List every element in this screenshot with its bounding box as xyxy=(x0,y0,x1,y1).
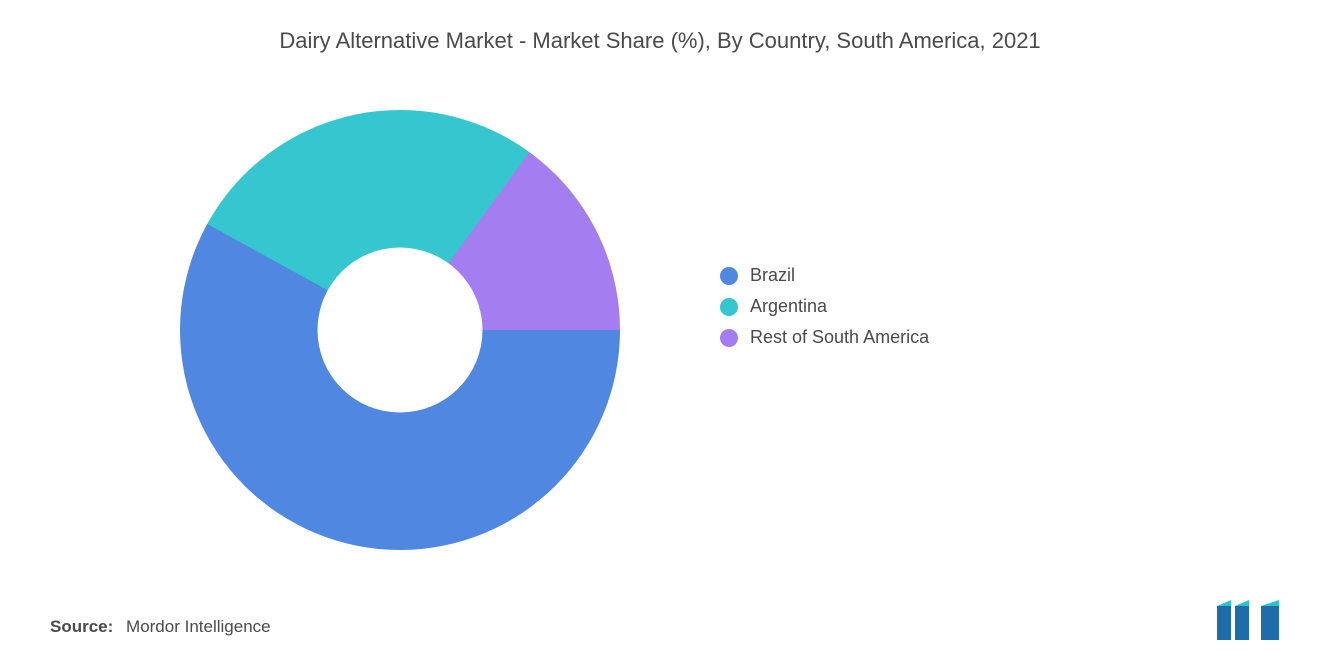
source-value: Mordor Intelligence xyxy=(126,617,271,636)
legend-label: Brazil xyxy=(750,265,795,286)
legend-label: Argentina xyxy=(750,296,827,317)
legend-item: Brazil xyxy=(720,265,929,286)
donut-chart xyxy=(180,110,620,550)
legend: Brazil Argentina Rest of South America xyxy=(720,265,929,358)
source-label: Source: xyxy=(50,617,113,636)
legend-item: Argentina xyxy=(720,296,929,317)
legend-label: Rest of South America xyxy=(750,327,929,348)
chart-title: Dairy Alternative Market - Market Share … xyxy=(0,28,1320,54)
legend-swatch xyxy=(720,298,738,316)
source-line: Source: Mordor Intelligence xyxy=(50,617,271,637)
legend-swatch xyxy=(720,329,738,347)
donut-hole xyxy=(318,248,483,413)
legend-swatch xyxy=(720,267,738,285)
brand-logo-icon xyxy=(1215,600,1285,640)
legend-item: Rest of South America xyxy=(720,327,929,348)
